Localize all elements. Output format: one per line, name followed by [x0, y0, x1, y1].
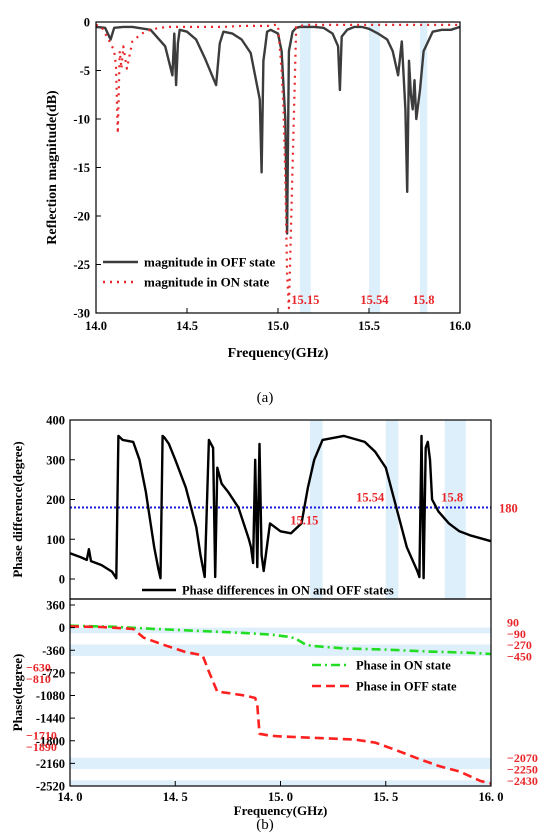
x-tick-label: 14.0	[85, 319, 107, 333]
phase-left-label: −1890	[26, 740, 57, 754]
x-tick-label: 15. 0	[268, 790, 293, 804]
series-group	[69, 434, 492, 785]
phase-left-label: −810	[26, 672, 51, 686]
band-label: 15.15	[290, 513, 318, 527]
y-tick-label: 360	[46, 599, 65, 613]
upper-y-axis-label: Phase difference(degree)	[10, 441, 25, 577]
reference-label: 180	[499, 501, 518, 515]
y-tick-label: -25	[73, 258, 90, 272]
y-tick-label: -30	[73, 307, 90, 321]
phase-right-label: −90	[507, 627, 526, 641]
legend: Phase differences in ON and OFF states Ph…	[142, 584, 457, 694]
phase-right-label: −2070	[507, 751, 538, 765]
band-label: 15.8	[441, 490, 463, 504]
series-group	[95, 23, 461, 310]
phase-right-label: −450	[507, 649, 532, 663]
highlight-band	[299, 22, 311, 313]
red-value-labels: 180 15.15 15.54 15.8 90−90−270−450 −2070−2250…	[26, 490, 538, 787]
highlight-band	[369, 22, 380, 313]
legend-label: Phase in ON state	[356, 659, 451, 673]
y-tick-label: -15	[73, 161, 90, 175]
band-labels: 15.15 15.54 15.8	[291, 293, 434, 307]
y-tick-label: -1800	[36, 734, 65, 748]
y-tick-label: 200	[46, 493, 65, 507]
highlight-band	[444, 420, 466, 599]
x-tick-label: 14. 0	[58, 790, 83, 804]
highlight-bands	[299, 22, 428, 313]
x-tick-label: 15.5	[358, 319, 380, 333]
phase-band	[70, 627, 491, 634]
legend: magnitude in OFF state magnitude in ON st…	[103, 255, 276, 290]
y-axis-label: Reflection magnitude(dB)	[45, 90, 60, 245]
x-tick-label: 15.0	[267, 319, 289, 333]
y-tick-label: 300	[46, 453, 65, 467]
highlight-band	[419, 22, 428, 313]
y-tick-label: 0	[84, 16, 90, 30]
y-tick-label: -360	[42, 644, 65, 658]
x-tick-label: 15. 5	[373, 790, 398, 804]
y-tick-label: 400	[46, 414, 65, 428]
x-tick-label: 14.5	[176, 319, 198, 333]
x-tick-label: 16.0	[449, 319, 471, 333]
y-tick-label: -20	[73, 210, 90, 224]
y-tick-label: -10	[73, 113, 90, 127]
axis-ticks: 14.0 14.5 15.0 15.5 16.0 0 -5 -10 -15 -20 -25 -30	[73, 16, 471, 334]
y-tick-label: -2520	[36, 780, 65, 794]
band-label: 15.8	[413, 293, 435, 307]
phase-left-label: −630	[26, 661, 51, 675]
phase-band	[70, 757, 491, 770]
x-axis-label: Frequency(GHz)	[234, 803, 328, 818]
phase-right-label: 90	[507, 615, 519, 629]
legend-label: Phase in OFF state	[356, 680, 457, 694]
series-line	[95, 25, 461, 235]
highlight-band	[385, 420, 399, 599]
series-line	[69, 625, 492, 785]
caption-b: (b)	[256, 817, 274, 833]
phase-band	[70, 644, 491, 656]
legend-label: magnitude in OFF state	[144, 255, 276, 270]
y-tick-label: -2160	[36, 757, 65, 771]
y-tick-label: -1080	[36, 689, 65, 703]
axis-ticks: 14. 0 14. 5 15. 0 15. 5 16. 0 400 300 200 100 0 36…	[36, 414, 504, 805]
y-tick-label: -720	[42, 666, 65, 680]
phase-left-label: −1710	[26, 729, 57, 743]
x-tick-label: 14. 5	[163, 790, 188, 804]
y-tick-label: -5	[80, 64, 90, 78]
chart-a: 14.0 14.5 15.0 15.5 16.0 0 -5 -10 -15 -20 -25 -30 1…	[45, 16, 471, 407]
y-tick-label: 100	[46, 533, 65, 547]
band-label: 15.54	[360, 293, 389, 307]
series-line	[69, 434, 492, 580]
lower-y-axis-label: Phase(degree)	[10, 654, 25, 732]
chart-b: 14. 0 14. 5 15. 0 15. 5 16. 0 400 300 200 100 0 36…	[10, 414, 538, 833]
legend-label: magnitude in ON state	[144, 275, 270, 290]
phase-right-label: −270	[507, 638, 532, 652]
phase-right-label: −2250	[507, 763, 538, 777]
phase-right-label: −2430	[507, 774, 538, 788]
x-tick-label: 16. 0	[479, 790, 504, 804]
legend-label: Phase differences in ON and OFF states	[182, 584, 394, 598]
y-tick-label: -1440	[36, 712, 65, 726]
x-axis-label: Frequency(GHz)	[228, 346, 329, 361]
highlight-bands	[309, 420, 466, 599]
y-tick-label: 0	[59, 621, 65, 635]
y-tick-label: 0	[59, 573, 65, 587]
caption-a: (a)	[257, 390, 274, 406]
band-label: 15.54	[356, 490, 385, 504]
band-label: 15.15	[291, 293, 319, 307]
